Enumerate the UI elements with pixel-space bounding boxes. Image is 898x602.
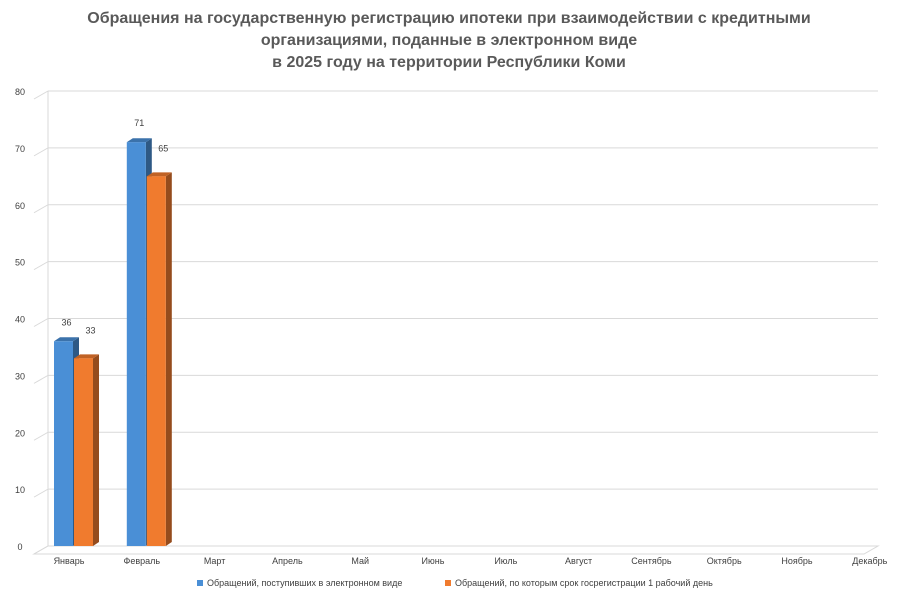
x-tick-label: Май (351, 556, 369, 566)
y-tick-label: 10 (15, 485, 25, 495)
y-tick-label: 30 (15, 371, 25, 381)
chart-legend: Обращений, поступивших в электронном вид… (0, 578, 898, 594)
legend-item-series-2: Обращений, по которым срок госрегистраци… (445, 578, 713, 588)
legend-item-series-1: Обращений, поступивших в электронном вид… (197, 578, 402, 588)
chart-title-line-2: организациями, поданные в электронном ви… (260, 32, 638, 49)
gridline-side-80 (33, 90, 49, 100)
chart-title-line-3: в 2025 году на территории Республики Ком… (272, 54, 626, 71)
chart-floor (32, 545, 880, 555)
x-tick-label: Январь (54, 556, 85, 566)
y-tick-label: 60 (15, 201, 25, 211)
chart-title-line-1: Обращения на государственную регистрацию… (87, 10, 811, 27)
y-tick-label: 0 (17, 542, 22, 552)
gridline-side-10 (33, 488, 49, 498)
gridline-side-50 (33, 261, 49, 271)
bar-series-1-Февраль (126, 142, 146, 546)
bar-top-1-Февраль (126, 138, 152, 143)
y-tick-label: 50 (15, 258, 25, 268)
legend-label-series-2: Обращений, по которым срок госрегистраци… (455, 578, 713, 588)
x-tick-label: Октябрь (707, 556, 742, 566)
x-tick-label: Март (204, 556, 226, 566)
x-tick-label: Ноябрь (781, 556, 813, 566)
bar-series-1-Январь (54, 341, 73, 546)
bar-series-2-Январь (74, 358, 93, 546)
legend-swatch-series-1 (197, 580, 203, 586)
x-tick-label: Февраль (124, 556, 161, 566)
data-label-series-1: 36 (61, 317, 71, 327)
bar-side-2-Январь (93, 354, 99, 546)
legend-label-series-1: Обращений, поступивших в электронном вид… (207, 578, 403, 588)
gridline-side-20 (33, 431, 49, 441)
x-tick-label: Август (565, 556, 592, 566)
bar-series-2-Февраль (146, 176, 166, 546)
bar-top-2-Февраль (146, 172, 172, 177)
chart-title: Обращения на государственную регистрацию… (0, 8, 898, 74)
y-tick-label: 70 (15, 144, 25, 154)
bar-side-2-Февраль (165, 172, 172, 546)
bar-top-1-Январь (54, 337, 79, 342)
y-tick-label: 20 (15, 428, 25, 438)
y-tick-label: 80 (15, 87, 25, 97)
data-label-series-2: 65 (158, 143, 168, 153)
x-tick-label: Декабрь (852, 556, 887, 566)
y-tick-label: 40 (15, 315, 25, 325)
legend-swatch-series-2 (445, 580, 451, 586)
gridline-side-30 (33, 374, 49, 384)
gridline-side-60 (33, 204, 49, 214)
x-tick-label: Сентябрь (631, 556, 672, 566)
x-tick-label: Июнь (422, 556, 445, 566)
gridline-side-40 (33, 318, 49, 327)
data-label-series-2: 33 (85, 325, 95, 335)
data-label-series-1: 71 (134, 118, 144, 128)
gridline-side-70 (33, 147, 49, 157)
x-tick-label: Июль (494, 556, 517, 566)
bar-top-2-Январь (74, 354, 99, 359)
x-tick-label: Апрель (272, 556, 303, 566)
